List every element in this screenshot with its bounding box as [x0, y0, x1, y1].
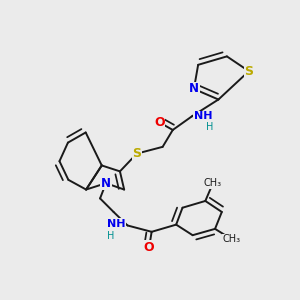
Text: H: H [106, 230, 114, 241]
Text: N: N [189, 82, 199, 95]
Text: H: H [206, 122, 214, 132]
Text: N: N [101, 177, 111, 190]
Text: S: S [244, 65, 253, 78]
Text: CH₃: CH₃ [204, 178, 222, 188]
Text: NH: NH [107, 219, 125, 229]
Text: CH₃: CH₃ [223, 234, 241, 244]
Text: O: O [144, 241, 154, 254]
Text: O: O [154, 116, 165, 129]
Text: NH: NH [194, 111, 212, 122]
Text: S: S [132, 147, 141, 160]
